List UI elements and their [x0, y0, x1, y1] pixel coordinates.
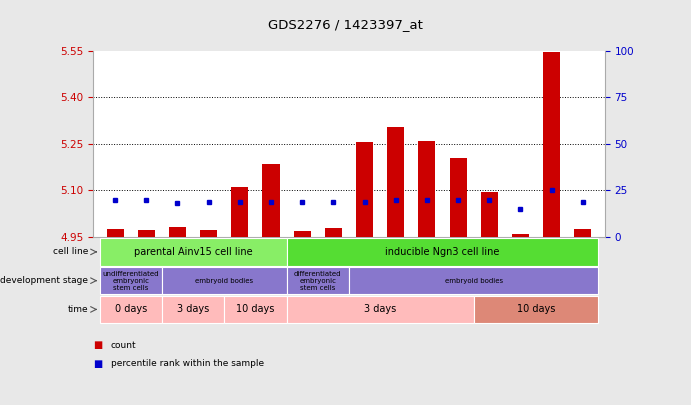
Bar — [169, 227, 186, 237]
Text: parental Ainv15 cell line: parental Ainv15 cell line — [134, 247, 252, 257]
Bar — [231, 187, 248, 237]
Text: cell line: cell line — [53, 247, 88, 256]
Text: differentiated
embryonic
stem cells: differentiated embryonic stem cells — [294, 271, 341, 291]
Text: 3 days: 3 days — [364, 305, 396, 314]
Text: time: time — [68, 305, 88, 314]
Bar — [450, 158, 466, 237]
Bar — [512, 234, 529, 237]
Text: 10 days: 10 days — [517, 305, 555, 314]
Bar — [294, 231, 311, 237]
Bar — [200, 230, 217, 237]
Bar — [481, 192, 498, 237]
Bar — [325, 228, 342, 237]
Bar — [263, 164, 280, 237]
Text: embryoid bodies: embryoid bodies — [444, 278, 503, 284]
Text: ■: ■ — [93, 341, 102, 350]
Text: embryoid bodies: embryoid bodies — [195, 278, 254, 284]
Text: percentile rank within the sample: percentile rank within the sample — [111, 359, 264, 368]
Text: 0 days: 0 days — [115, 305, 146, 314]
Text: development stage: development stage — [1, 276, 88, 285]
Bar — [387, 127, 404, 237]
Text: inducible Ngn3 cell line: inducible Ngn3 cell line — [386, 247, 500, 257]
Text: ■: ■ — [93, 359, 102, 369]
Text: GDS2276 / 1423397_at: GDS2276 / 1423397_at — [268, 18, 423, 31]
Text: 10 days: 10 days — [236, 305, 274, 314]
Bar — [356, 142, 373, 237]
Text: 3 days: 3 days — [177, 305, 209, 314]
Bar — [543, 52, 560, 237]
Bar — [418, 141, 435, 237]
Bar — [138, 230, 155, 237]
Bar — [106, 229, 124, 237]
Text: count: count — [111, 341, 136, 350]
Text: undifferentiated
embryonic
stem cells: undifferentiated embryonic stem cells — [102, 271, 159, 291]
Bar — [574, 229, 591, 237]
